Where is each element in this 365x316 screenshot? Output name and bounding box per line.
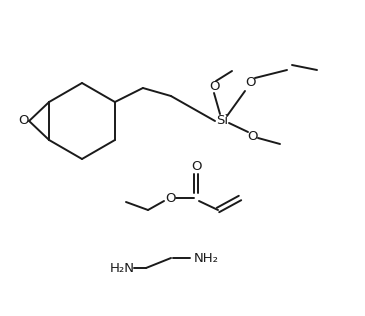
Text: O: O [18,114,28,127]
Text: O: O [247,130,257,143]
Text: O: O [191,160,201,173]
Text: O: O [165,191,175,204]
Text: O: O [210,80,220,93]
Text: H₂N: H₂N [110,262,134,275]
Text: Si: Si [216,114,228,127]
Text: NH₂: NH₂ [193,252,219,264]
Text: O: O [245,76,255,89]
